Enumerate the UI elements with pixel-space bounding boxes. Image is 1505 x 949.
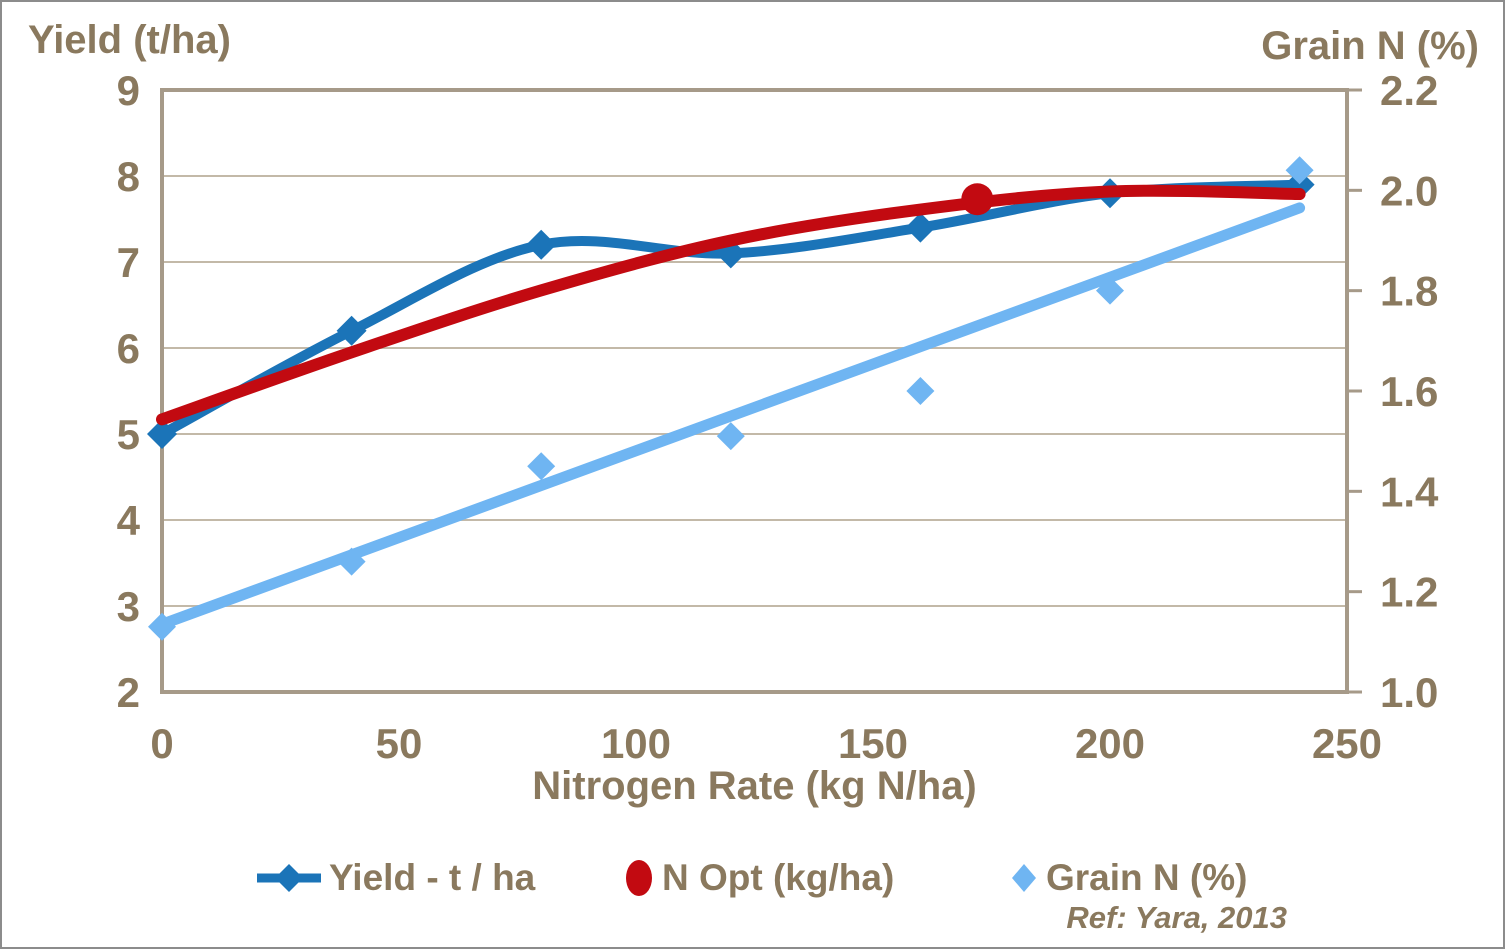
gridlines <box>162 175 1347 607</box>
yield-line-diamond-icon <box>255 858 323 898</box>
right-tick-labels: 1.0 1.2 1.4 1.6 1.8 2.0 2.2 <box>1380 67 1439 716</box>
svg-text:1.2: 1.2 <box>1380 569 1438 616</box>
svg-text:1.8: 1.8 <box>1380 268 1438 315</box>
svg-text:3: 3 <box>117 583 140 630</box>
svg-text:8: 8 <box>117 153 140 200</box>
plot-frame <box>160 88 1349 694</box>
svg-text:1.4: 1.4 <box>1380 468 1439 515</box>
legend-item-nopt: N Opt (kg/ha) <box>622 852 894 904</box>
grain-diamond-icon <box>1008 860 1040 896</box>
svg-text:100: 100 <box>601 720 671 767</box>
svg-text:250: 250 <box>1312 720 1382 767</box>
nopt-series <box>156 183 1306 426</box>
svg-text:2: 2 <box>117 669 140 716</box>
svg-text:1.6: 1.6 <box>1380 368 1438 415</box>
svg-text:200: 200 <box>1075 720 1145 767</box>
svg-text:0: 0 <box>150 720 173 767</box>
nopt-circle-icon <box>622 856 656 900</box>
svg-text:6: 6 <box>117 325 140 372</box>
legend: Yield - t / ha N Opt (kg/ha) Grain N (%) <box>2 852 1503 904</box>
n-optimum-point <box>961 183 994 216</box>
legend-label-grain: Grain N (%) <box>1046 857 1248 898</box>
svg-text:2.2: 2.2 <box>1380 67 1438 114</box>
svg-text:7: 7 <box>117 239 140 286</box>
legend-item-grain: Grain N (%) <box>1008 852 1247 904</box>
left-axis-title: Yield (t/ha) <box>28 18 231 62</box>
reference-footnote: Ref: Yara, 2013 <box>1066 900 1287 935</box>
legend-label-yield: Yield - t / ha <box>329 857 536 898</box>
legend-label-nopt: N Opt (kg/ha) <box>662 857 895 898</box>
svg-text:5: 5 <box>117 411 140 458</box>
x-axis-title: Nitrogen Rate (kg N/ha) <box>532 764 977 808</box>
svg-text:2.0: 2.0 <box>1380 167 1438 214</box>
grainn-series <box>148 156 1314 641</box>
svg-text:9: 9 <box>117 67 140 114</box>
svg-text:50: 50 <box>376 720 423 767</box>
right-axis-ticks <box>1349 88 1362 694</box>
yield-series <box>147 169 1315 449</box>
right-axis-title: Grain N (%) <box>1261 24 1479 68</box>
svg-text:1.0: 1.0 <box>1380 669 1438 716</box>
legend-item-yield: Yield - t / ha <box>255 852 535 904</box>
svg-text:4: 4 <box>117 497 141 544</box>
left-tick-labels: 2 3 4 5 6 7 8 9 <box>117 67 141 716</box>
x-tick-labels: 0 50 100 150 200 250 <box>150 720 1382 767</box>
svg-text:150: 150 <box>838 720 908 767</box>
